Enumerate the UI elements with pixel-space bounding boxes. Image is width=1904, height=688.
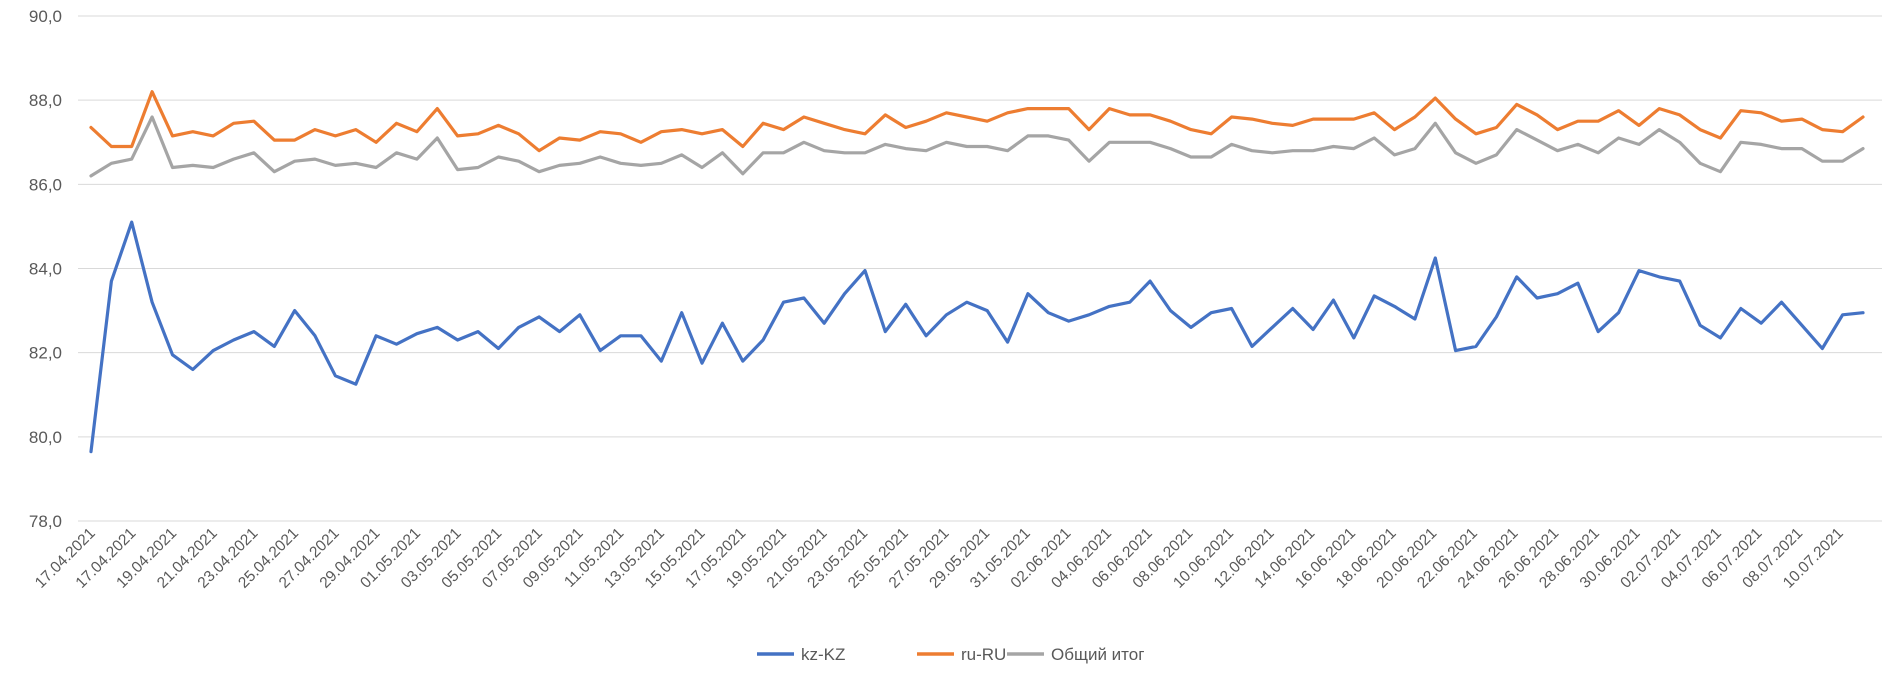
- legend-label-kz-kz: kz-KZ: [801, 645, 845, 664]
- y-tick-label: 84,0: [29, 260, 62, 279]
- y-tick-label: 80,0: [29, 428, 62, 447]
- legend-label-ru-ru: ru-RU: [961, 645, 1006, 664]
- y-tick-label: 78,0: [29, 512, 62, 531]
- legend-label-total: Общий итог: [1051, 645, 1144, 664]
- y-tick-label: 82,0: [29, 344, 62, 363]
- y-axis-tick-labels: 78,0 80,0 82,0 84,0 86,0 88,0 90,0: [29, 7, 62, 531]
- y-tick-label: 86,0: [29, 175, 62, 194]
- y-tick-label: 90,0: [29, 7, 62, 26]
- gridlines: [78, 15, 1882, 522]
- y-tick-label: 88,0: [29, 91, 62, 110]
- series-line-total: [89, 115, 1865, 178]
- legend: kz-KZ ru-RU Общий итог: [757, 645, 1144, 664]
- series-line-kz-kz: [89, 220, 1865, 454]
- series-line-ru-ru: [89, 90, 1865, 153]
- series-lines: [89, 90, 1865, 454]
